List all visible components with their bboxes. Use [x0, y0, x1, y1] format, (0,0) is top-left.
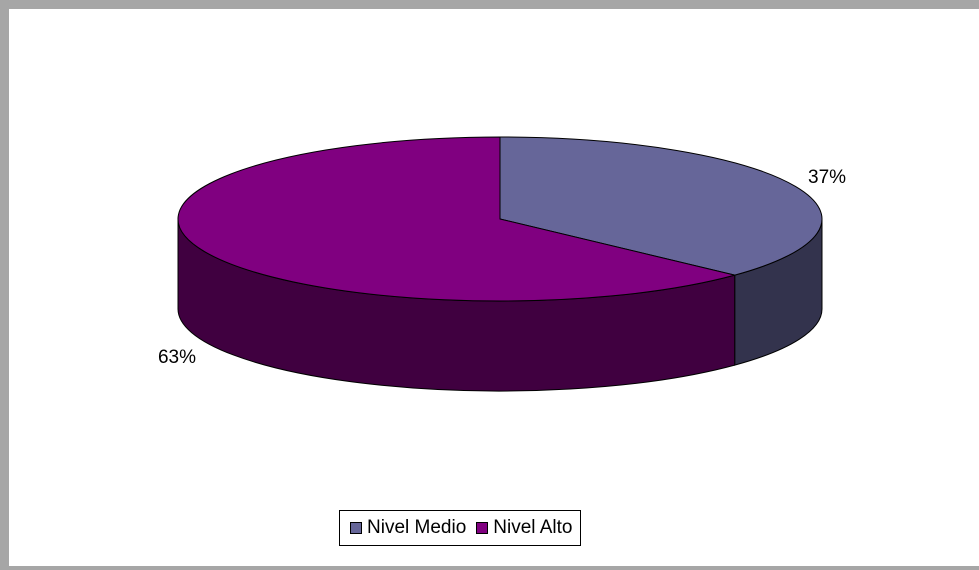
pie-slice-nivel-medio	[499, 136, 823, 276]
legend: Nivel Medio Nivel Alto	[339, 510, 582, 546]
data-label-nivel-medio: 37%	[808, 167, 846, 188]
pie-slice-nivel-alto	[177, 136, 735, 302]
legend-swatch-nivel-alto	[476, 522, 489, 534]
pie-top-group	[177, 136, 823, 302]
legend-swatch-nivel-medio	[350, 522, 362, 534]
legend-entry-nivel-medio: Nivel Medio	[350, 517, 466, 539]
legend-entry-nivel-alto: Nivel Alto	[476, 517, 572, 539]
legend-label-nivel-alto: Nivel Alto	[493, 517, 573, 538]
data-label-nivel-alto: 63%	[158, 347, 196, 368]
legend-label-nivel-medio: Nivel Medio	[367, 517, 467, 538]
